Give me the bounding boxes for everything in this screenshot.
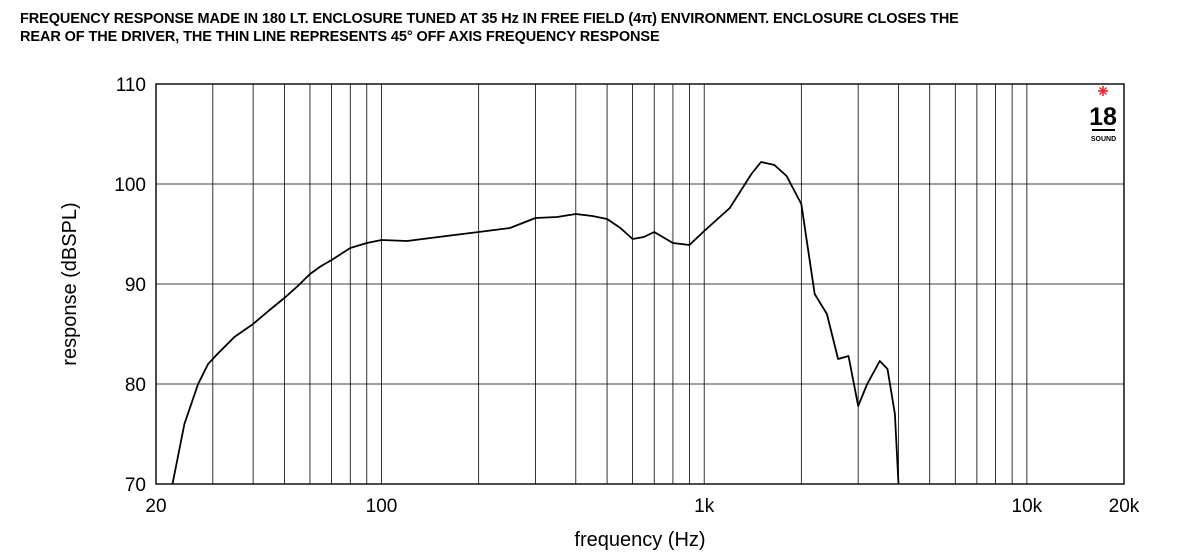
series-layer [171,161,900,485]
logo-number: 18 [1089,103,1117,131]
grid-lines [156,84,1124,484]
logo-subtext: SOUND [1091,136,1116,143]
brand-logo: 18 SOUND [1089,86,1117,143]
chart-title-line-2: REAR OF THE DRIVER, THE THIN LINE REPRES… [20,29,660,45]
x-tick-label: 100 [366,496,398,517]
logo-star-icon [1098,86,1108,96]
y-tick-label: 110 [116,75,146,96]
x-tick-labels: 20 100 1k 10k 20k [145,496,1139,517]
x-tick-label: 20k [1109,496,1140,517]
chart-title-line-1: FREQUENCY RESPONSE MADE IN 180 LT. ENCLO… [20,11,959,27]
y-tick-label: 90 [125,275,146,296]
x-axis-label: frequency (Hz) [574,529,705,551]
x-tick-label: 10k [1012,496,1043,517]
logo-bar [1092,129,1115,131]
y-tick-labels: 70 80 90 100 110 [114,75,146,496]
y-tick-label: 70 [125,475,146,496]
y-axis-label: response (dBSPL) [59,202,81,365]
x-tick-label: 20 [145,496,166,517]
plot-frame [155,83,1125,485]
x-tick-label: 1k [694,496,715,517]
response-series-line [171,161,900,485]
y-tick-label: 80 [125,375,146,396]
y-tick-label: 100 [114,175,146,196]
chart-title: FREQUENCY RESPONSE MADE IN 180 LT. ENCLO… [20,10,1180,46]
